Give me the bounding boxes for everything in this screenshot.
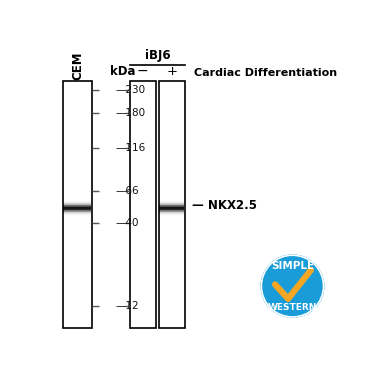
Text: —180: —180 (115, 108, 145, 118)
Bar (159, 200, 184, 201)
Bar (63, 214, 92, 215)
Bar (63, 205, 92, 206)
Bar (159, 202, 184, 203)
Bar (63, 203, 92, 204)
Bar (63, 215, 92, 216)
Bar (63, 208, 92, 209)
Bar (63, 217, 92, 218)
Bar (63, 201, 92, 202)
Text: —40: —40 (115, 217, 139, 228)
Text: kDa: kDa (110, 64, 135, 78)
Text: +: + (166, 64, 177, 78)
Bar (159, 211, 184, 212)
Bar (63, 211, 92, 212)
Bar (159, 199, 184, 200)
Bar (159, 204, 184, 205)
Bar (63, 211, 92, 212)
Bar (63, 206, 92, 207)
Bar (63, 207, 92, 208)
Bar (63, 209, 92, 210)
Bar (63, 210, 92, 211)
Bar (63, 213, 92, 214)
Text: —12: —12 (115, 302, 139, 311)
Bar (63, 202, 92, 203)
Bar (159, 210, 184, 211)
Bar (159, 213, 184, 214)
Bar (159, 211, 184, 212)
Text: iBJ6: iBJ6 (144, 49, 170, 62)
Text: WESTERN: WESTERN (268, 303, 317, 312)
Bar (159, 206, 184, 207)
Bar (159, 81, 185, 328)
Text: Cardiac Differentiation: Cardiac Differentiation (194, 68, 337, 78)
Bar (63, 216, 92, 217)
Bar (63, 81, 92, 328)
Text: CEM: CEM (71, 51, 84, 80)
Text: —230: —230 (115, 85, 145, 95)
Bar (159, 205, 184, 206)
Bar (159, 212, 184, 213)
Text: — NKX2.5: — NKX2.5 (192, 199, 257, 212)
Bar (159, 209, 184, 210)
Bar (63, 204, 92, 205)
Bar (63, 212, 92, 213)
Circle shape (259, 253, 326, 320)
Bar (159, 214, 184, 215)
Bar (63, 200, 92, 201)
Bar (159, 207, 184, 208)
Text: —116: —116 (115, 142, 146, 153)
Bar (159, 217, 184, 218)
Text: ®: ® (324, 312, 329, 317)
Text: —66: —66 (115, 186, 139, 196)
Text: −: − (137, 64, 148, 78)
Bar (130, 81, 156, 328)
Bar (159, 216, 184, 217)
Text: SIMPLE: SIMPLE (271, 261, 314, 270)
Bar (63, 199, 92, 200)
Bar (159, 203, 184, 204)
Bar (159, 208, 184, 209)
Bar (159, 201, 184, 202)
Bar (159, 215, 184, 216)
